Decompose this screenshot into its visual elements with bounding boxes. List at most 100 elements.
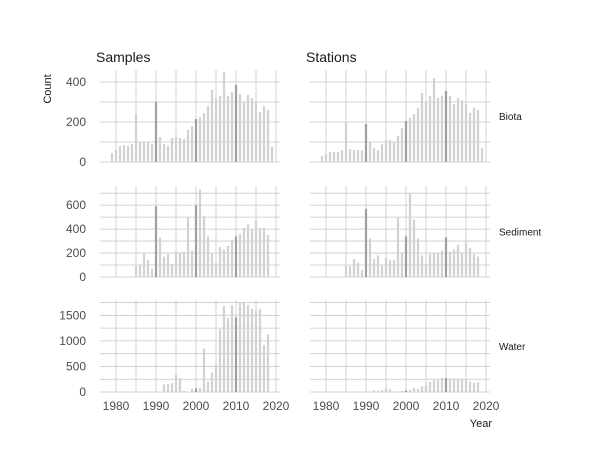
bar-biota-stations-1983: [336, 152, 340, 162]
bar-sediment-stations-1994: [380, 265, 384, 277]
bar-sediment-stations-2007: [432, 253, 436, 277]
y-axis-title: Count: [42, 74, 54, 103]
bar-sediment-stations-2017: [472, 254, 476, 277]
bar-sediment-stations-1985: [344, 266, 348, 277]
bar-biota-stations-2004: [420, 93, 424, 162]
bar-biota-samples-1999: [190, 126, 194, 162]
bar-sediment-stations-2003: [416, 238, 420, 277]
bar-biota-samples-1990: [154, 102, 158, 162]
bar-biota-samples-1993: [166, 146, 170, 162]
bar-sediment-samples-2018: [266, 235, 270, 277]
bar-biota-samples-2007: [222, 72, 226, 162]
bar-sediment-stations-2018: [476, 256, 480, 277]
y-tick-label: 1500: [59, 308, 86, 322]
x-tick-label: 2010: [433, 399, 460, 413]
bar-water-samples-1999: [190, 388, 194, 392]
bar-sediment-samples-2017: [262, 227, 266, 277]
bar-biota-samples-2009: [230, 92, 234, 162]
bar-sediment-samples-2014: [250, 229, 254, 277]
bar-biota-samples-2001: [198, 117, 202, 162]
bar-sediment-stations-2012: [452, 249, 456, 277]
bar-sediment-stations-2014: [460, 253, 464, 277]
bar-water-stations-2004: [420, 386, 424, 392]
bar-biota-samples-1987: [142, 142, 146, 162]
bar-biota-stations-1980: [324, 154, 328, 162]
bar-sediment-samples-1992: [162, 256, 166, 277]
bar-biota-samples-2011: [238, 94, 242, 162]
x-tick-label: 1990: [143, 399, 170, 413]
bar-water-stations-2007: [432, 380, 436, 392]
bar-biota-stations-1979: [320, 156, 324, 162]
bar-sediment-samples-1989: [150, 268, 154, 277]
bar-water-stations-1992: [372, 390, 376, 392]
bar-water-samples-1991: [158, 391, 162, 392]
bar-sediment-stations-2000: [404, 236, 408, 277]
bar-biota-samples-2012: [242, 102, 246, 162]
bar-sediment-samples-2013: [246, 224, 250, 277]
y-tick-label: 200: [66, 246, 86, 260]
bar-sediment-stations-2010: [444, 237, 448, 277]
bar-water-samples-2008: [226, 317, 230, 392]
bar-water-samples-2001: [198, 387, 202, 392]
bar-sediment-samples-2016: [258, 227, 262, 277]
bar-water-samples-1993: [166, 383, 170, 392]
bar-water-stations-2009: [440, 377, 444, 392]
bar-biota-stations-1984: [340, 150, 344, 162]
column-title-stations: Stations: [306, 49, 357, 65]
bar-water-samples-2004: [210, 372, 214, 392]
bar-biota-samples-1988: [146, 142, 150, 162]
x-tick-label: 2000: [393, 399, 420, 413]
bar-biota-samples-1980: [114, 150, 118, 162]
bar-biota-stations-1998: [396, 136, 400, 162]
bar-water-stations-1997: [392, 391, 396, 392]
bar-sediment-stations-2001: [408, 193, 412, 277]
bar-water-stations-2014: [460, 378, 464, 392]
y-tick-label: 500: [66, 359, 86, 373]
bar-water-stations-1995: [384, 387, 388, 392]
bar-water-samples-2014: [250, 308, 254, 392]
bar-biota-samples-1985: [134, 114, 138, 162]
bar-sediment-stations-1993: [376, 255, 380, 277]
bar-sediment-samples-2006: [218, 247, 222, 277]
bar-sediment-samples-2001: [198, 189, 202, 277]
bar-biota-samples-2019: [270, 147, 274, 162]
bar-biota-samples-2006: [218, 96, 222, 162]
bar-sediment-stations-2005: [424, 263, 428, 277]
y-tick-label: 0: [79, 385, 86, 399]
bar-biota-samples-2004: [210, 90, 214, 162]
bar-sediment-stations-2006: [428, 254, 432, 277]
bar-water-samples-1992: [162, 384, 166, 392]
bar-water-stations-2013: [456, 378, 460, 392]
bar-biota-stations-2018: [476, 110, 480, 162]
bar-biota-samples-1989: [150, 144, 154, 162]
bar-sediment-stations-1992: [372, 259, 376, 277]
bar-biota-stations-1988: [356, 150, 360, 162]
bar-sediment-samples-2011: [238, 233, 242, 277]
bar-biota-stations-2011: [448, 96, 452, 162]
bar-water-samples-1994: [170, 383, 174, 392]
row-label-sediment: Sediment: [499, 228, 541, 239]
bar-water-samples-2018: [266, 334, 270, 392]
bar-sediment-samples-2008: [226, 245, 230, 277]
bar-water-stations-2011: [448, 378, 452, 392]
bar-sediment-samples-1988: [146, 260, 150, 277]
bar-biota-stations-2000: [404, 121, 408, 162]
bar-biota-samples-2005: [214, 98, 218, 162]
x-tick-label: 1980: [103, 399, 130, 413]
bar-biota-stations-2003: [416, 108, 420, 162]
bar-biota-stations-2014: [460, 100, 464, 162]
bar-water-stations-1996: [388, 388, 392, 392]
bar-biota-samples-1984: [130, 144, 134, 162]
bar-biota-samples-2017: [262, 106, 266, 162]
bar-sediment-samples-2002: [202, 215, 206, 277]
bar-biota-stations-2002: [412, 114, 416, 162]
bar-water-stations-2003: [416, 388, 420, 392]
labels-layer: Samples Stations Biota 0 200 400 Sediment 0 200 4…: [42, 49, 541, 430]
x-tick-label: 1990: [353, 399, 380, 413]
bar-water-stations-1998: [396, 391, 400, 392]
bar-water-stations-2018: [476, 382, 480, 392]
bar-water-samples-1998: [186, 391, 190, 392]
bar-biota-samples-1981: [118, 146, 122, 162]
bar-biota-stations-1987: [352, 150, 356, 162]
y-tick-label: 600: [66, 198, 86, 212]
